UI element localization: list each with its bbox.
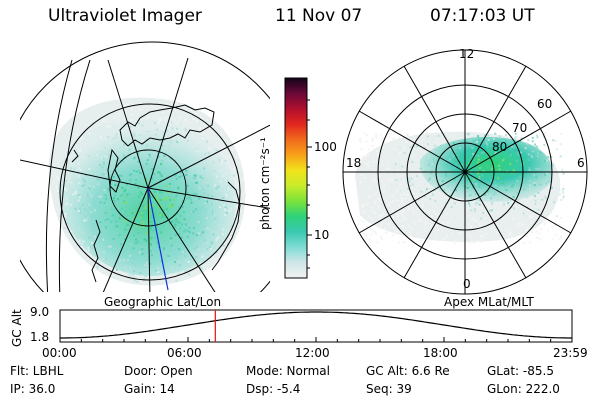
mode-info: Mode: Normal — [246, 364, 330, 378]
colorbar-tick-10: 10 — [314, 228, 330, 242]
mlat-label-80: 80 — [492, 140, 508, 154]
geographic-caption: Geographic Lat/Lon — [104, 295, 222, 309]
time-tick-0000: 00:00 — [42, 346, 77, 360]
colorbar-tick-100: 100 — [314, 140, 337, 154]
glon-info: GLon: 222.0 — [487, 382, 560, 396]
colorbar-unit-label: photon cm⁻²s⁻¹ — [258, 137, 272, 230]
altitude-plot — [59, 309, 573, 343]
mlat-label-70: 70 — [512, 121, 528, 135]
time-tick-0600: 06:00 — [167, 346, 202, 360]
date-label: 11 Nov 07 — [275, 6, 363, 26]
mlat-label-60: 60 — [537, 97, 553, 111]
gain-info: Gain: 14 — [124, 382, 175, 396]
time-tick-1800: 18:00 — [423, 346, 458, 360]
time-tick-2359: 23:59 — [553, 346, 588, 360]
time-label: 07:17:03 UT — [430, 6, 535, 26]
time-tick-1200: 12:00 — [295, 346, 330, 360]
mlt-label-18: 18 — [346, 156, 362, 170]
apex-caption: Apex MLat/MLT — [444, 295, 534, 309]
seq-info: Seq: 39 — [366, 382, 412, 396]
geographic-map — [20, 41, 270, 292]
altitude-curve — [60, 311, 572, 339]
colorbar-ticks — [307, 99, 312, 269]
mlt-label-0: 0 — [463, 277, 471, 291]
altitude-ymin: 1.8 — [30, 330, 50, 344]
altitude-axis-label: GC Alt — [10, 309, 24, 347]
mlt-label-12: 12 — [459, 47, 475, 61]
gc-alt-info: GC Alt: 6.6 Re — [366, 364, 450, 378]
altitude-ymax: 9.0 — [30, 305, 50, 319]
ip-info: IP: 36.0 — [10, 382, 56, 396]
mlt-label-6: 6 — [577, 156, 585, 170]
dsp-info: Dsp: -5.4 — [246, 382, 301, 396]
apex-polar-map — [342, 49, 588, 295]
flt-info: Flt: LBHL — [10, 364, 64, 378]
door-info: Door: Open — [124, 364, 193, 378]
instrument-title: Ultraviolet Imager — [48, 6, 202, 26]
glat-info: GLat: -85.5 — [487, 364, 554, 378]
colorbar — [284, 77, 308, 279]
